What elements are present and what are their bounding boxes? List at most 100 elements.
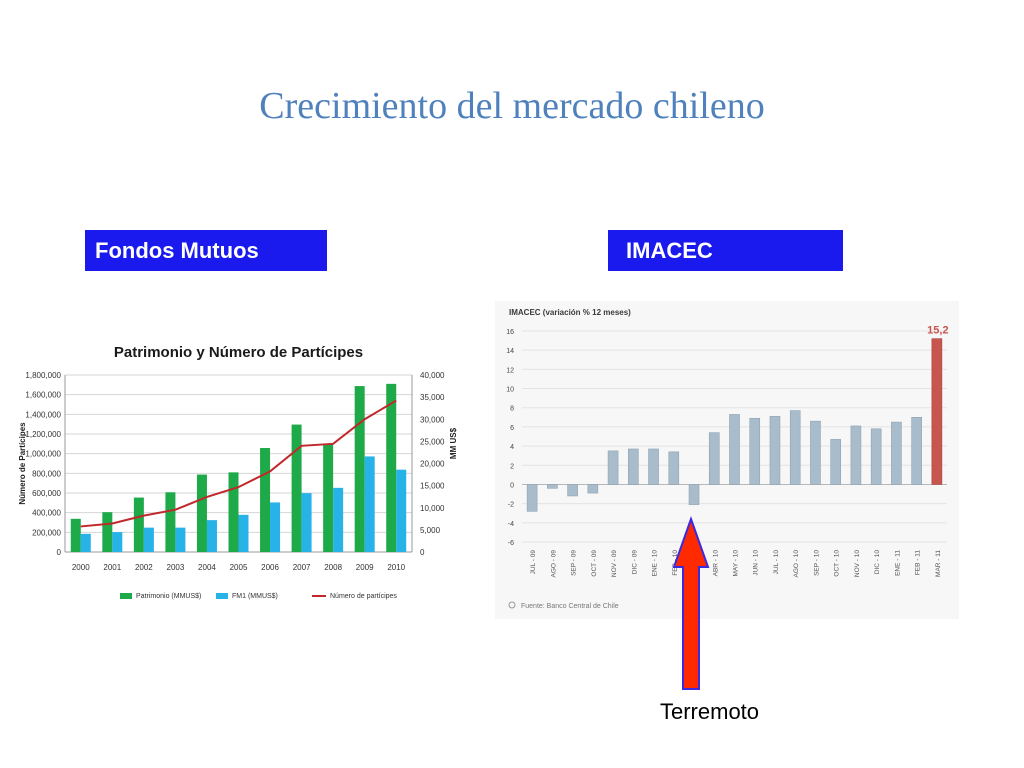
x-tick-label: 2007	[293, 563, 311, 572]
x-tick-label: 2004	[198, 563, 216, 572]
y2-tick-label: 0	[420, 548, 425, 557]
imacec-bar	[668, 451, 680, 485]
x-tick-label: JUL - 09	[530, 550, 537, 575]
imacec-label: IMACEC	[608, 230, 843, 271]
imacec-bar	[830, 439, 841, 485]
y-tick-label: 1,200,000	[25, 430, 61, 439]
legend-label: FM1 (MMUS$)	[232, 593, 278, 600]
x-tick-label: MAY - 10	[733, 550, 740, 577]
patrimonio-bar	[133, 497, 144, 552]
imacec-bar	[547, 484, 558, 489]
y-tick-label: 14	[506, 348, 514, 355]
chart-background	[495, 301, 959, 619]
y-tick-label: 1,800,000	[25, 371, 61, 380]
imacec-bar	[749, 417, 761, 485]
imacec-bar	[911, 417, 922, 485]
y-axis-label: Número de Partícipes	[18, 422, 27, 505]
imacec-bar	[891, 421, 902, 485]
x-tick-label: 2006	[261, 563, 279, 572]
y-tick-label: 1,000,000	[25, 450, 61, 459]
x-tick-label: NOV - 09	[611, 550, 618, 577]
highlight-bar	[931, 338, 943, 485]
arrow-shape	[672, 516, 710, 690]
y-tick-label: -6	[508, 540, 514, 547]
y2-tick-label: 10,000	[420, 504, 445, 513]
y-tick-label: 2	[510, 463, 514, 470]
x-tick-label: SEP - 10	[813, 550, 820, 576]
slide-title: Crecimiento del mercado chileno	[259, 85, 765, 127]
fm1-bar	[80, 533, 91, 552]
fm1-bar	[301, 493, 312, 552]
x-tick-label: AGO - 09	[550, 550, 557, 578]
imacec-bar	[587, 484, 599, 494]
fm1-bar	[206, 520, 217, 552]
y2-axis-label: MM US$	[449, 427, 458, 459]
fm1-bar	[175, 527, 186, 552]
source-icon	[508, 601, 516, 609]
y-tick-label: 1,600,000	[25, 391, 61, 400]
y-tick-label: 6	[510, 425, 514, 432]
x-tick-label: 2009	[356, 563, 374, 572]
imacec-bar	[567, 484, 578, 497]
imacec-bar	[628, 448, 639, 485]
x-tick-label: 2008	[324, 563, 342, 572]
x-tick-label: JUL - 10	[773, 550, 780, 575]
x-tick-label: 2000	[72, 563, 90, 572]
x-tick-label: OCT - 10	[834, 550, 841, 577]
imacec-bar	[526, 484, 538, 512]
x-tick-label: ENE - 11	[894, 550, 901, 576]
x-tick-label: ABR - 10	[712, 550, 719, 577]
y-tick-label: -2	[508, 502, 514, 509]
y2-tick-label: 25,000	[420, 437, 445, 446]
y-tick-label: 10	[506, 387, 514, 394]
y-tick-label: -4	[508, 521, 514, 528]
imacec-bar	[810, 420, 821, 485]
y-tick-label: 800,000	[32, 469, 61, 478]
imacec-bar	[648, 448, 659, 485]
imacec-bar	[870, 428, 882, 485]
patrimonio-bar	[102, 512, 113, 552]
x-tick-label: JUN - 10	[753, 550, 760, 576]
y2-tick-label: 30,000	[420, 415, 445, 424]
y-tick-label: 200,000	[32, 528, 61, 537]
chart-title: IMACEC (variación % 12 meses)	[509, 308, 631, 317]
x-tick-label: MAR - 11	[935, 550, 942, 577]
imacec-bar	[708, 432, 720, 485]
y-tick-label: 1,400,000	[25, 410, 61, 419]
fondos-mutuos-label: Fondos Mutuos	[85, 230, 327, 271]
red-arrow-icon	[672, 516, 710, 690]
patrimonio-bar	[323, 443, 334, 552]
patrimonio-bar	[196, 474, 207, 552]
y-tick-label: 400,000	[32, 509, 61, 518]
terremoto-caption: Terremoto	[660, 699, 760, 724]
fm1-bar	[112, 532, 123, 552]
fm1-bar	[143, 527, 154, 552]
fm1-bar	[238, 514, 249, 552]
y2-tick-label: 5,000	[420, 526, 441, 535]
x-tick-label: 2001	[103, 563, 121, 572]
imacec-bar	[769, 416, 781, 485]
fm1-bar	[270, 502, 281, 552]
y-tick-label: 12	[506, 367, 514, 374]
legend-label: Patrimonio (MMUS$)	[136, 593, 201, 600]
patrimonio-bar	[70, 518, 81, 552]
x-tick-label: DIC - 10	[874, 550, 881, 575]
fm1-bar	[364, 456, 375, 552]
fm1-bar	[396, 469, 407, 552]
imacec-bar	[607, 450, 619, 485]
y2-tick-label: 15,000	[420, 482, 445, 491]
x-tick-label: ENE - 10	[652, 550, 659, 577]
y2-tick-label: 40,000	[420, 371, 445, 380]
y2-tick-label: 35,000	[420, 393, 445, 402]
y-tick-label: 4	[510, 444, 514, 451]
x-tick-label: NOV - 10	[854, 550, 861, 577]
participes-line	[80, 399, 397, 528]
x-tick-label: DIC - 09	[631, 550, 638, 575]
y-tick-label: 16	[506, 329, 514, 336]
patrimonio-chart: Patrimonio y Número de Partícipes 0 200,00…	[18, 344, 458, 600]
x-tick-label: OCT - 09	[591, 550, 598, 577]
y-tick-label: 600,000	[32, 489, 61, 498]
source-note: Fuente: Banco Central de Chile	[521, 603, 619, 610]
legend-swatch	[120, 593, 132, 599]
imacec-bar	[789, 410, 801, 485]
